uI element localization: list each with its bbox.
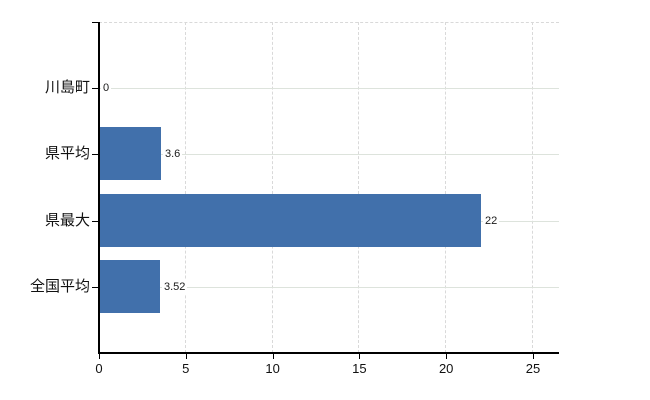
h-gridline [99, 287, 559, 288]
y-axis-line [98, 22, 100, 354]
category-label: 県平均 [44, 145, 90, 162]
plot-top-border [99, 22, 559, 23]
x-tick-label: 25 [525, 361, 541, 376]
bar-県最大 [99, 194, 481, 247]
x-axis-tick [185, 354, 187, 359]
x-tick-label: 15 [352, 361, 367, 376]
x-tick-label: 20 [438, 361, 454, 376]
bar-県平均 [99, 127, 161, 180]
x-axis-line [98, 352, 559, 354]
v-gridline [358, 22, 360, 353]
y-axis-tick [92, 154, 99, 155]
v-gridline [445, 22, 447, 353]
value-label: 3.6 [163, 147, 183, 161]
plot-area: 0 3.6 22 3.52 [99, 22, 559, 359]
h-gridline [99, 154, 559, 155]
value-label: 3.52 [162, 280, 188, 294]
x-axis-tick [533, 354, 534, 359]
v-gridline [271, 22, 273, 353]
category-label: 県最大 [44, 212, 90, 229]
bar-全国平均 [99, 260, 160, 313]
y-axis-tick [92, 287, 99, 288]
value-label: 22 [483, 214, 500, 228]
y-axis-top-tick [92, 22, 99, 23]
x-tick-label: 0 [95, 361, 103, 376]
y-axis-tick [92, 221, 99, 222]
x-axis-tick [359, 354, 361, 359]
y-axis-tick [92, 88, 99, 89]
v-gridline [532, 22, 533, 353]
x-axis-tick [272, 354, 274, 359]
category-label: 川島町 [44, 79, 90, 96]
x-axis-tick [446, 354, 448, 359]
x-tick-label: 5 [182, 361, 190, 376]
v-gridline [184, 22, 186, 353]
x-tick-label: 10 [265, 361, 280, 376]
x-axis-tick [99, 354, 100, 359]
value-label: 0 [101, 81, 112, 95]
h-gridline [99, 88, 559, 89]
category-label: 全国平均 [29, 278, 90, 295]
